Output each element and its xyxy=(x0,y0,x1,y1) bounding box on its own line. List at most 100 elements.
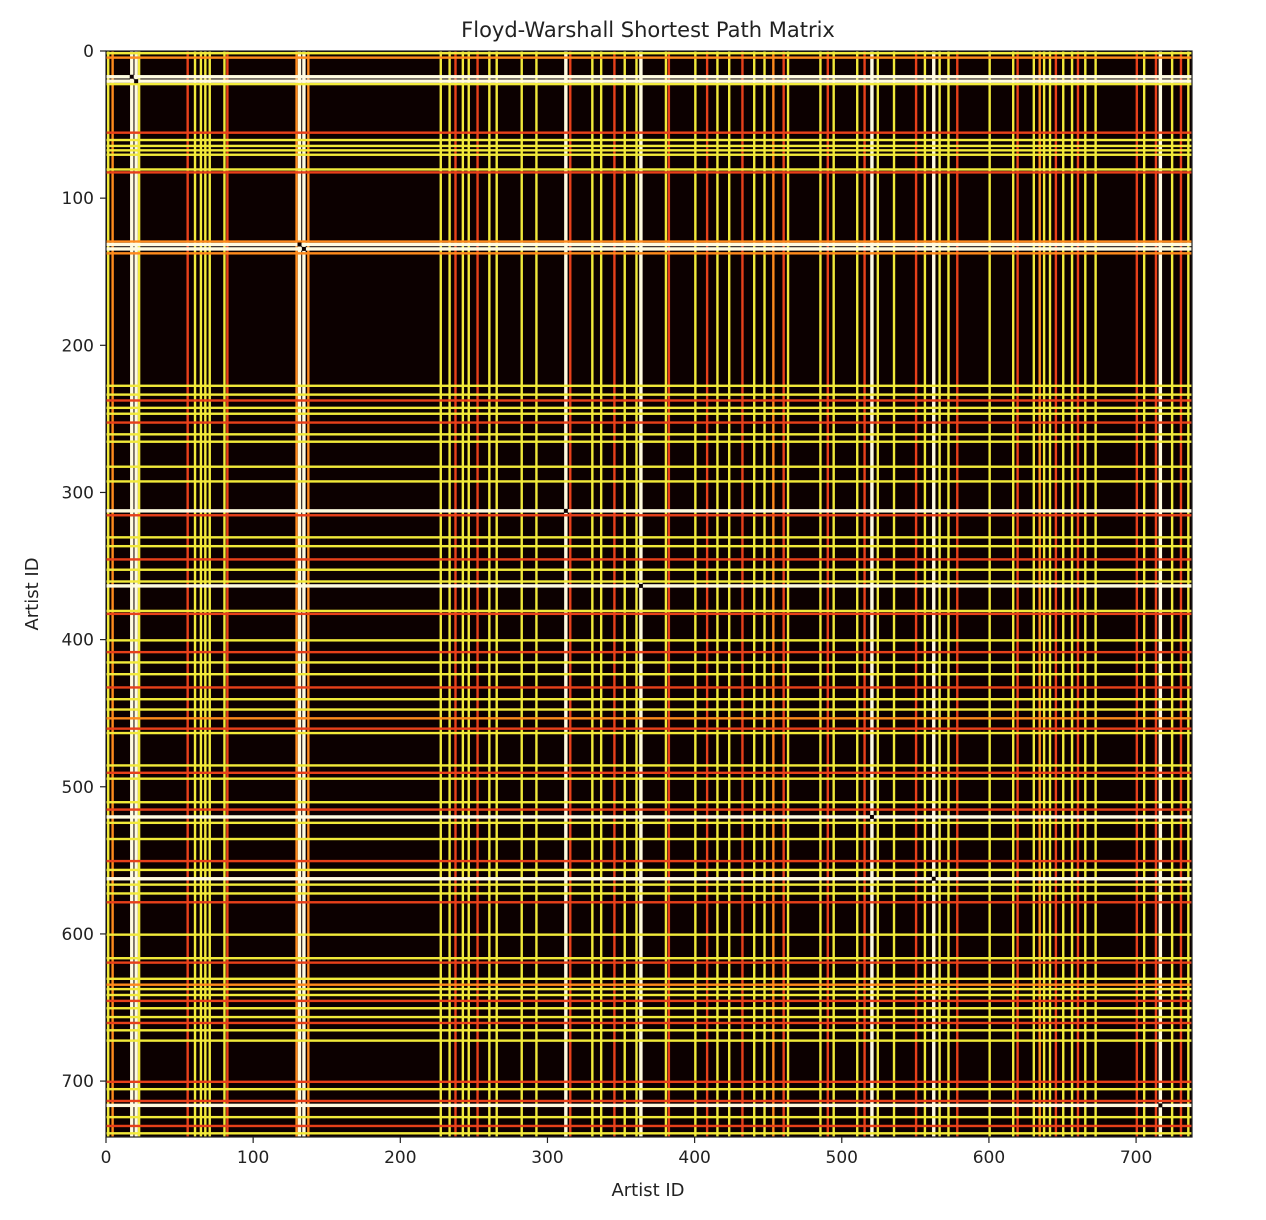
path-column-400 xyxy=(694,51,697,1137)
path-row-345 xyxy=(106,558,1192,561)
path-row-252 xyxy=(106,421,1192,424)
path-row-524 xyxy=(106,821,1192,825)
path-row-641 xyxy=(106,993,1192,997)
path-column-535 xyxy=(892,51,896,1137)
path-column-447 xyxy=(763,51,766,1137)
x-tick-label: 400 xyxy=(678,1148,710,1168)
x-tick-label: 600 xyxy=(973,1148,1005,1168)
path-column-260 xyxy=(488,51,491,1137)
path-row-463 xyxy=(106,731,1192,735)
path-column-490 xyxy=(826,51,829,1137)
y-tick-label: 0 xyxy=(83,42,94,62)
path-column-129 xyxy=(295,51,298,1137)
path-column-510 xyxy=(856,51,859,1137)
diagonal-cells xyxy=(129,74,1163,1108)
path-row-650 xyxy=(106,1007,1192,1010)
path-column-237 xyxy=(454,51,457,1137)
x-tick-label: 200 xyxy=(384,1148,416,1168)
path-column-515 xyxy=(863,51,866,1137)
path-column-453 xyxy=(772,51,775,1137)
x-tick-label: 500 xyxy=(826,1148,858,1168)
path-row-22 xyxy=(106,82,1192,86)
path-row-4 xyxy=(106,56,1192,59)
path-column-460 xyxy=(782,51,785,1137)
path-column-566 xyxy=(938,51,941,1137)
path-column-315 xyxy=(569,51,572,1137)
chart-title: Floyd-Warshall Shortest Path Matrix xyxy=(461,18,835,42)
path-column-645 xyxy=(1054,51,1058,1137)
diagonal-cell-131 xyxy=(297,242,302,247)
path-row-233 xyxy=(106,393,1192,396)
path-row-665 xyxy=(106,1029,1192,1032)
path-column-64 xyxy=(199,51,203,1137)
path-column-578 xyxy=(956,51,959,1137)
path-row-60 xyxy=(106,138,1192,142)
path-row-131 xyxy=(106,242,1192,247)
path-row-656 xyxy=(106,1015,1192,1019)
path-row-490 xyxy=(106,771,1192,774)
path-row-330 xyxy=(106,536,1192,539)
path-column-730 xyxy=(1179,51,1183,1137)
x-tick-label: 100 xyxy=(237,1148,269,1168)
path-row-440 xyxy=(106,698,1192,701)
diagonal-cell-520 xyxy=(869,814,874,819)
path-column-562 xyxy=(932,51,936,1137)
path-column-380 xyxy=(664,51,668,1137)
path-row-292 xyxy=(106,480,1192,483)
x-axis-label: Artist ID xyxy=(611,1180,684,1201)
y-tick-label: 600 xyxy=(62,925,94,945)
path-column-724 xyxy=(1170,51,1174,1137)
path-column-246 xyxy=(467,51,470,1137)
path-row-82 xyxy=(106,171,1192,174)
path-column-233 xyxy=(448,51,451,1137)
path-column-17 xyxy=(130,51,134,1137)
path-row-64 xyxy=(106,144,1192,148)
path-column-600 xyxy=(988,51,991,1137)
path-row-246 xyxy=(106,412,1192,415)
vertical-path-lines xyxy=(107,51,1190,1137)
path-row-619 xyxy=(106,961,1192,964)
path-row-453 xyxy=(106,717,1192,720)
path-column-463 xyxy=(786,51,790,1137)
diagonal-cell-562 xyxy=(931,876,936,881)
path-row-380 xyxy=(106,609,1192,613)
path-row-408 xyxy=(106,650,1192,654)
path-row-282 xyxy=(106,465,1192,468)
path-row-360 xyxy=(106,580,1192,583)
diagonal-cell-363 xyxy=(638,583,643,588)
path-column-227 xyxy=(439,51,442,1137)
path-column-630 xyxy=(1032,51,1036,1137)
path-column-80 xyxy=(223,51,226,1137)
path-row-260 xyxy=(106,433,1192,436)
path-row-550 xyxy=(106,859,1192,863)
path-row-237 xyxy=(106,399,1192,402)
path-row-363 xyxy=(106,584,1192,588)
path-column-524 xyxy=(876,51,880,1137)
path-row-660 xyxy=(106,1021,1192,1025)
path-row-447 xyxy=(106,708,1192,711)
path-row-20 xyxy=(106,79,1192,83)
path-row-535 xyxy=(106,837,1192,841)
path-row-227 xyxy=(106,384,1192,387)
path-row-645 xyxy=(106,999,1192,1003)
y-tick-label: 700 xyxy=(62,1072,94,1092)
y-axis-label: Artist ID xyxy=(22,557,43,630)
path-column-82 xyxy=(226,51,229,1137)
path-column-423 xyxy=(727,51,731,1137)
path-column-382 xyxy=(667,51,671,1137)
path-row-242 xyxy=(106,406,1192,410)
path-row-400 xyxy=(106,639,1192,642)
path-column-134 xyxy=(302,51,306,1137)
path-row-312 xyxy=(106,509,1192,513)
path-column-22 xyxy=(137,51,141,1137)
path-row-634 xyxy=(106,983,1192,986)
path-row-315 xyxy=(106,514,1192,517)
path-row-336 xyxy=(106,544,1192,548)
path-column-55 xyxy=(186,51,189,1137)
y-tick-label: 200 xyxy=(62,336,94,356)
x-tick-label: 0 xyxy=(101,1148,112,1168)
path-column-292 xyxy=(535,51,538,1137)
path-row-70 xyxy=(106,153,1192,156)
path-column-440 xyxy=(753,51,756,1137)
